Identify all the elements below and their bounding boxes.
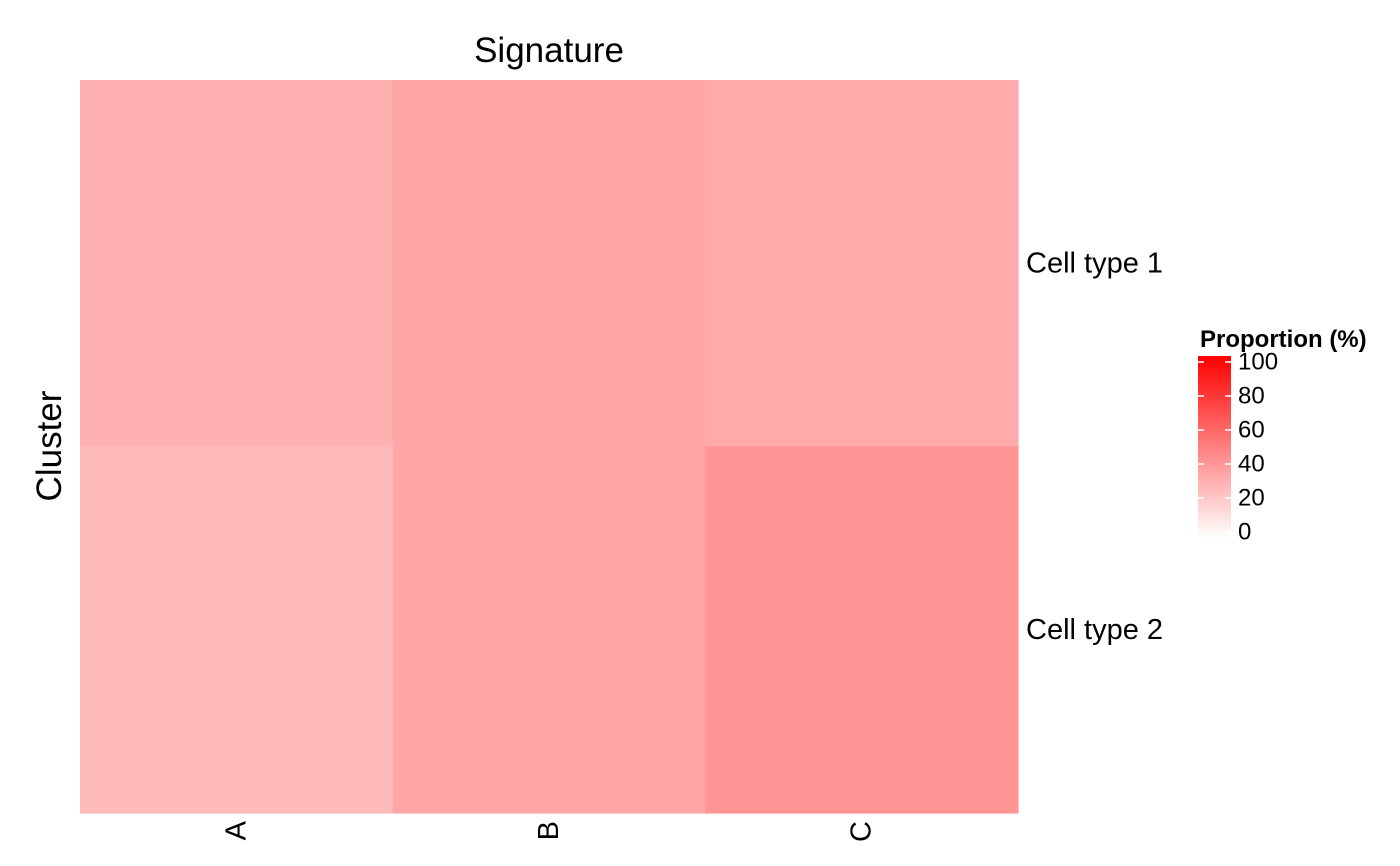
legend-tick-label: 20	[1238, 485, 1265, 512]
heatmap-cell	[705, 446, 1019, 814]
column-label: B	[533, 821, 565, 840]
color-legend: Proportion (%) 0 20 40 60 80 100	[1198, 326, 1367, 546]
row-label: Cell type 1	[1026, 247, 1163, 279]
heatmap-cell	[392, 80, 706, 448]
legend-color-bar	[1198, 356, 1231, 538]
legend-tick-label: 60	[1238, 417, 1265, 444]
legend-tick-label: 40	[1238, 451, 1265, 478]
legend-tick-label: 100	[1238, 349, 1278, 376]
heatmap-cell	[392, 446, 706, 814]
column-label: A	[220, 820, 252, 840]
row-label: Cell type 2	[1026, 614, 1163, 646]
heatmap-cell	[80, 446, 394, 814]
column-label: C	[846, 821, 878, 842]
y-axis-title: Cluster	[30, 390, 69, 501]
heatmap-cell	[705, 80, 1019, 448]
chart-title: Signature	[474, 31, 624, 70]
column-labels: A B C	[220, 820, 877, 842]
row-labels: Cell type 1 Cell type 2	[1026, 247, 1163, 646]
legend-title: Proportion (%)	[1200, 326, 1367, 353]
legend-tick-label: 80	[1238, 383, 1265, 410]
legend-tick-label: 0	[1238, 519, 1251, 546]
heatmap-cells	[80, 80, 1019, 814]
heatmap-cell	[80, 80, 394, 448]
legend-ticks: 0 20 40 60 80 100	[1198, 349, 1278, 546]
